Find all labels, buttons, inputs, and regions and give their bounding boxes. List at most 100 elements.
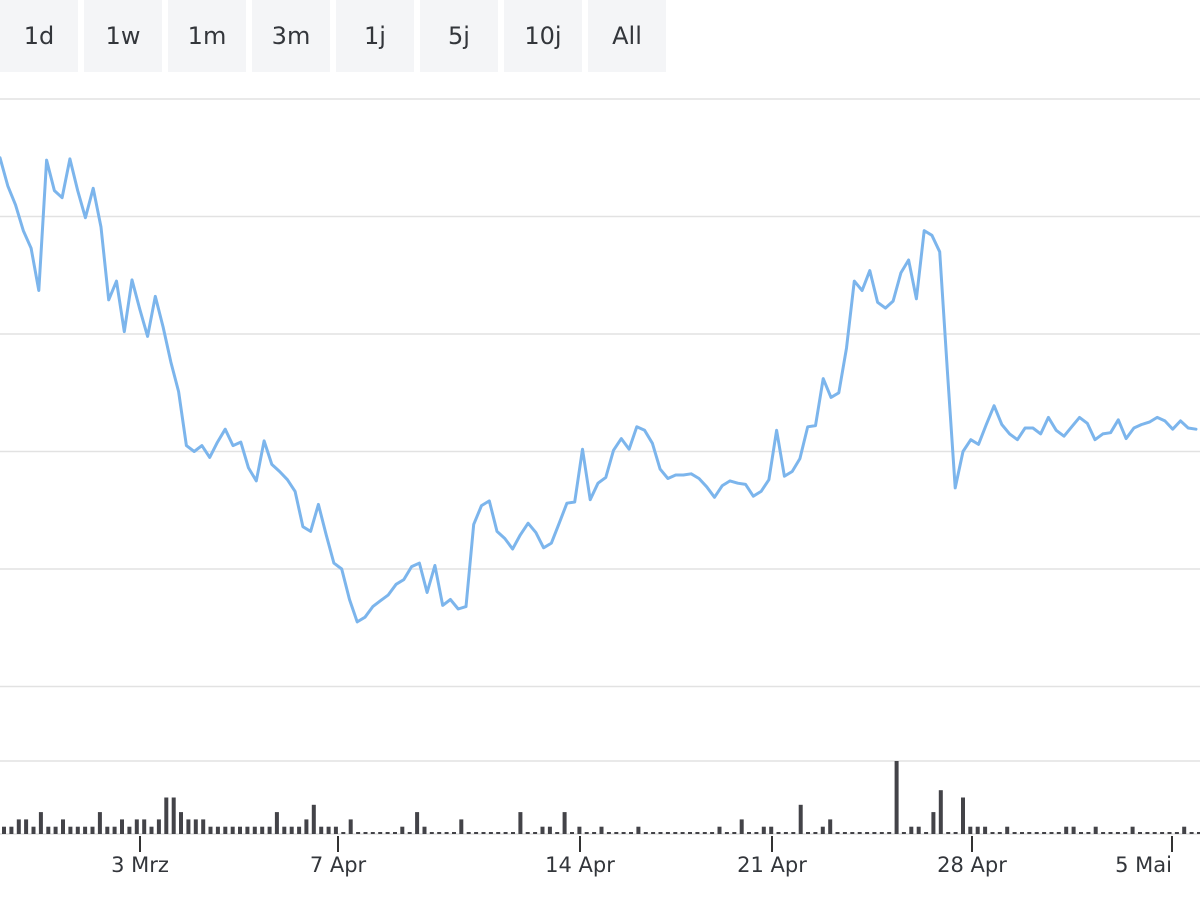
volume-bar <box>105 826 110 834</box>
volume-bar <box>961 797 965 834</box>
volume-bar <box>437 832 442 834</box>
volume-bar <box>53 826 58 834</box>
volume-bar <box>1123 832 1128 834</box>
volume-bar <box>1049 832 1054 834</box>
volume-bar <box>769 826 774 834</box>
volume-bar <box>990 832 995 834</box>
volume-bar <box>562 812 567 834</box>
volume-bar <box>747 832 751 834</box>
volume-bar <box>776 832 781 834</box>
volume-bar <box>1115 832 1120 834</box>
volume-bar <box>1152 832 1157 834</box>
volume-bar <box>1027 832 1032 834</box>
range-button-10j[interactable]: 10j <box>504 0 582 72</box>
volume-bar <box>1056 832 1061 834</box>
volume-bar <box>916 826 921 834</box>
volume-bar <box>1138 832 1142 834</box>
x-tick-label: 7 Apr <box>310 853 367 877</box>
volume-bar <box>865 832 870 834</box>
volume-bar <box>702 832 707 834</box>
volume-bar <box>378 832 383 834</box>
volume-bar <box>488 832 493 834</box>
volume-bar <box>1197 832 1200 834</box>
range-button-1m[interactable]: 1m <box>168 0 246 72</box>
volume-bar <box>577 826 582 834</box>
volume-bar <box>835 832 840 834</box>
range-button-1j[interactable]: 1j <box>336 0 414 72</box>
volume-bar <box>798 804 803 834</box>
volume-bar <box>311 804 316 834</box>
volume-bar <box>673 832 678 834</box>
volume-bar <box>31 826 36 834</box>
volume-bar <box>297 826 302 834</box>
range-button-1d[interactable]: 1d <box>0 0 78 72</box>
range-button-all[interactable]: All <box>588 0 666 72</box>
volume-bar <box>142 819 147 834</box>
volume-bars <box>2 761 1200 834</box>
volume-bar <box>651 832 656 834</box>
volume-bar <box>1034 832 1039 834</box>
volume-bar <box>267 826 272 834</box>
volume-bar <box>171 797 176 834</box>
volume-bar <box>97 812 102 834</box>
volume-bar <box>894 761 899 834</box>
range-button-1w[interactable]: 1w <box>84 0 162 72</box>
volume-bar <box>452 832 456 834</box>
volume-bar <box>643 832 648 834</box>
price-line <box>0 156 1198 624</box>
volume-bar <box>215 826 220 834</box>
volume-bar <box>629 832 633 834</box>
volume-bar <box>400 826 405 834</box>
volume-bar <box>783 832 788 834</box>
volume-bar <box>127 826 132 834</box>
volume-bar <box>415 812 420 834</box>
volume-bar <box>46 826 51 834</box>
x-axis: 3 Mrz 7 Apr 14 Apr 21 Apr 28 Apr 5 Mai <box>111 836 1173 877</box>
volume-bar <box>333 826 338 834</box>
volume-bar <box>739 819 744 834</box>
volume-bar <box>223 826 228 834</box>
volume-bar <box>1064 826 1069 834</box>
volume-bar <box>887 832 892 834</box>
x-tick-label: 14 Apr <box>545 853 615 877</box>
volume-bar <box>496 832 501 834</box>
volume-bar <box>1167 832 1172 834</box>
volume-bar <box>407 832 412 834</box>
volume-bar <box>1071 826 1076 834</box>
volume-bar <box>193 819 198 834</box>
volume-bar <box>466 832 471 834</box>
volume-bar <box>710 832 715 834</box>
volume-bar <box>459 819 464 834</box>
volume-bar <box>511 832 515 834</box>
volume-bar <box>1020 832 1024 834</box>
volume-bar <box>422 826 427 834</box>
volume-bar <box>282 826 287 834</box>
volume-bar <box>931 812 936 834</box>
volume-bar <box>1093 826 1098 834</box>
volume-bar <box>1086 832 1091 834</box>
volume-bar <box>983 826 988 834</box>
volume-bar <box>754 832 759 834</box>
range-button-5j[interactable]: 5j <box>420 0 498 72</box>
volume-bar <box>975 826 980 834</box>
volume-bar <box>289 826 294 834</box>
volume-bar <box>356 832 361 834</box>
volume-bar <box>363 832 368 834</box>
volume-bar <box>570 832 574 834</box>
volume-bar <box>348 819 353 834</box>
volume-bar <box>695 832 700 834</box>
volume-bar <box>1108 832 1113 834</box>
volume-bar <box>341 832 346 834</box>
volume-bar <box>636 826 641 834</box>
range-button-3m[interactable]: 3m <box>252 0 330 72</box>
x-tick-label: 21 Apr <box>737 853 807 877</box>
volume-bar <box>68 826 73 834</box>
volume-bar <box>518 812 523 834</box>
volume-bar <box>186 819 191 834</box>
volume-bar <box>606 832 611 834</box>
volume-bar <box>599 826 604 834</box>
volume-bar <box>179 812 183 834</box>
volume-bar <box>2 826 6 834</box>
volume-bar <box>621 832 626 834</box>
